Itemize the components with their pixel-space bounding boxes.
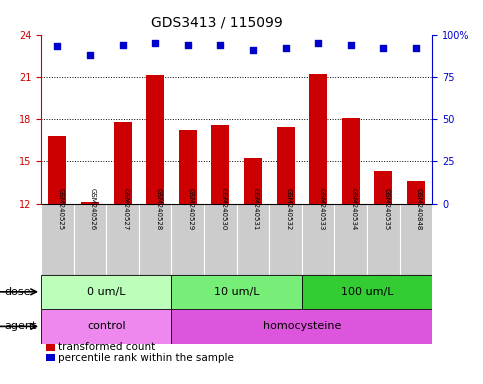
Bar	[146, 75, 164, 204]
Point	[347, 41, 355, 48]
Text: GSM240532: GSM240532	[285, 188, 292, 230]
Text: GSM240526: GSM240526	[90, 188, 96, 230]
Point	[282, 45, 289, 51]
Text: GDS3413 / 115099: GDS3413 / 115099	[152, 15, 283, 29]
Bar	[106, 204, 139, 275]
Point	[314, 40, 322, 46]
Bar	[237, 204, 270, 275]
Point	[249, 47, 257, 53]
Bar	[400, 204, 432, 275]
Bar	[48, 136, 66, 204]
Bar	[41, 204, 73, 275]
Bar	[41, 275, 171, 309]
Point	[380, 45, 387, 51]
Text: percentile rank within the sample: percentile rank within the sample	[58, 353, 234, 362]
Text: 10 um/L: 10 um/L	[214, 287, 259, 297]
Point	[184, 41, 192, 48]
Text: GSM240533: GSM240533	[318, 188, 324, 230]
Bar	[407, 181, 425, 204]
Point	[151, 40, 159, 46]
Bar	[374, 171, 392, 204]
Bar	[212, 125, 229, 204]
Text: GSM240528: GSM240528	[155, 188, 161, 230]
Bar	[302, 204, 335, 275]
Text: agent: agent	[5, 321, 37, 331]
Bar	[171, 204, 204, 275]
Point	[86, 52, 94, 58]
Bar	[171, 275, 302, 309]
Text: homocysteine: homocysteine	[263, 321, 341, 331]
Bar	[179, 130, 197, 204]
Text: dose: dose	[5, 287, 31, 297]
Text: GSM240535: GSM240535	[384, 188, 389, 230]
Point	[54, 43, 61, 50]
Bar	[270, 204, 302, 275]
Bar	[244, 159, 262, 204]
Point	[119, 41, 127, 48]
Text: GSM240529: GSM240529	[188, 188, 194, 230]
Point	[216, 41, 224, 48]
Text: GSM240527: GSM240527	[123, 188, 128, 230]
Text: GSM240534: GSM240534	[351, 188, 357, 230]
Point	[412, 45, 420, 51]
Bar	[302, 275, 432, 309]
Text: 100 um/L: 100 um/L	[341, 287, 393, 297]
Bar	[41, 309, 171, 344]
Bar	[139, 204, 171, 275]
Bar	[73, 204, 106, 275]
Text: GSM240848: GSM240848	[416, 188, 422, 230]
Bar	[171, 309, 432, 344]
Bar	[204, 204, 237, 275]
Bar	[277, 127, 295, 204]
Text: control: control	[87, 321, 126, 331]
Bar	[81, 202, 99, 204]
Text: GSM240525: GSM240525	[57, 188, 63, 230]
Text: 0 um/L: 0 um/L	[87, 287, 126, 297]
Bar	[114, 122, 131, 204]
Bar	[367, 204, 400, 275]
Text: GSM240531: GSM240531	[253, 188, 259, 230]
Bar	[342, 118, 360, 204]
Bar	[309, 74, 327, 204]
Bar	[334, 204, 367, 275]
Text: transformed count: transformed count	[58, 342, 155, 352]
Text: GSM240530: GSM240530	[220, 188, 227, 230]
